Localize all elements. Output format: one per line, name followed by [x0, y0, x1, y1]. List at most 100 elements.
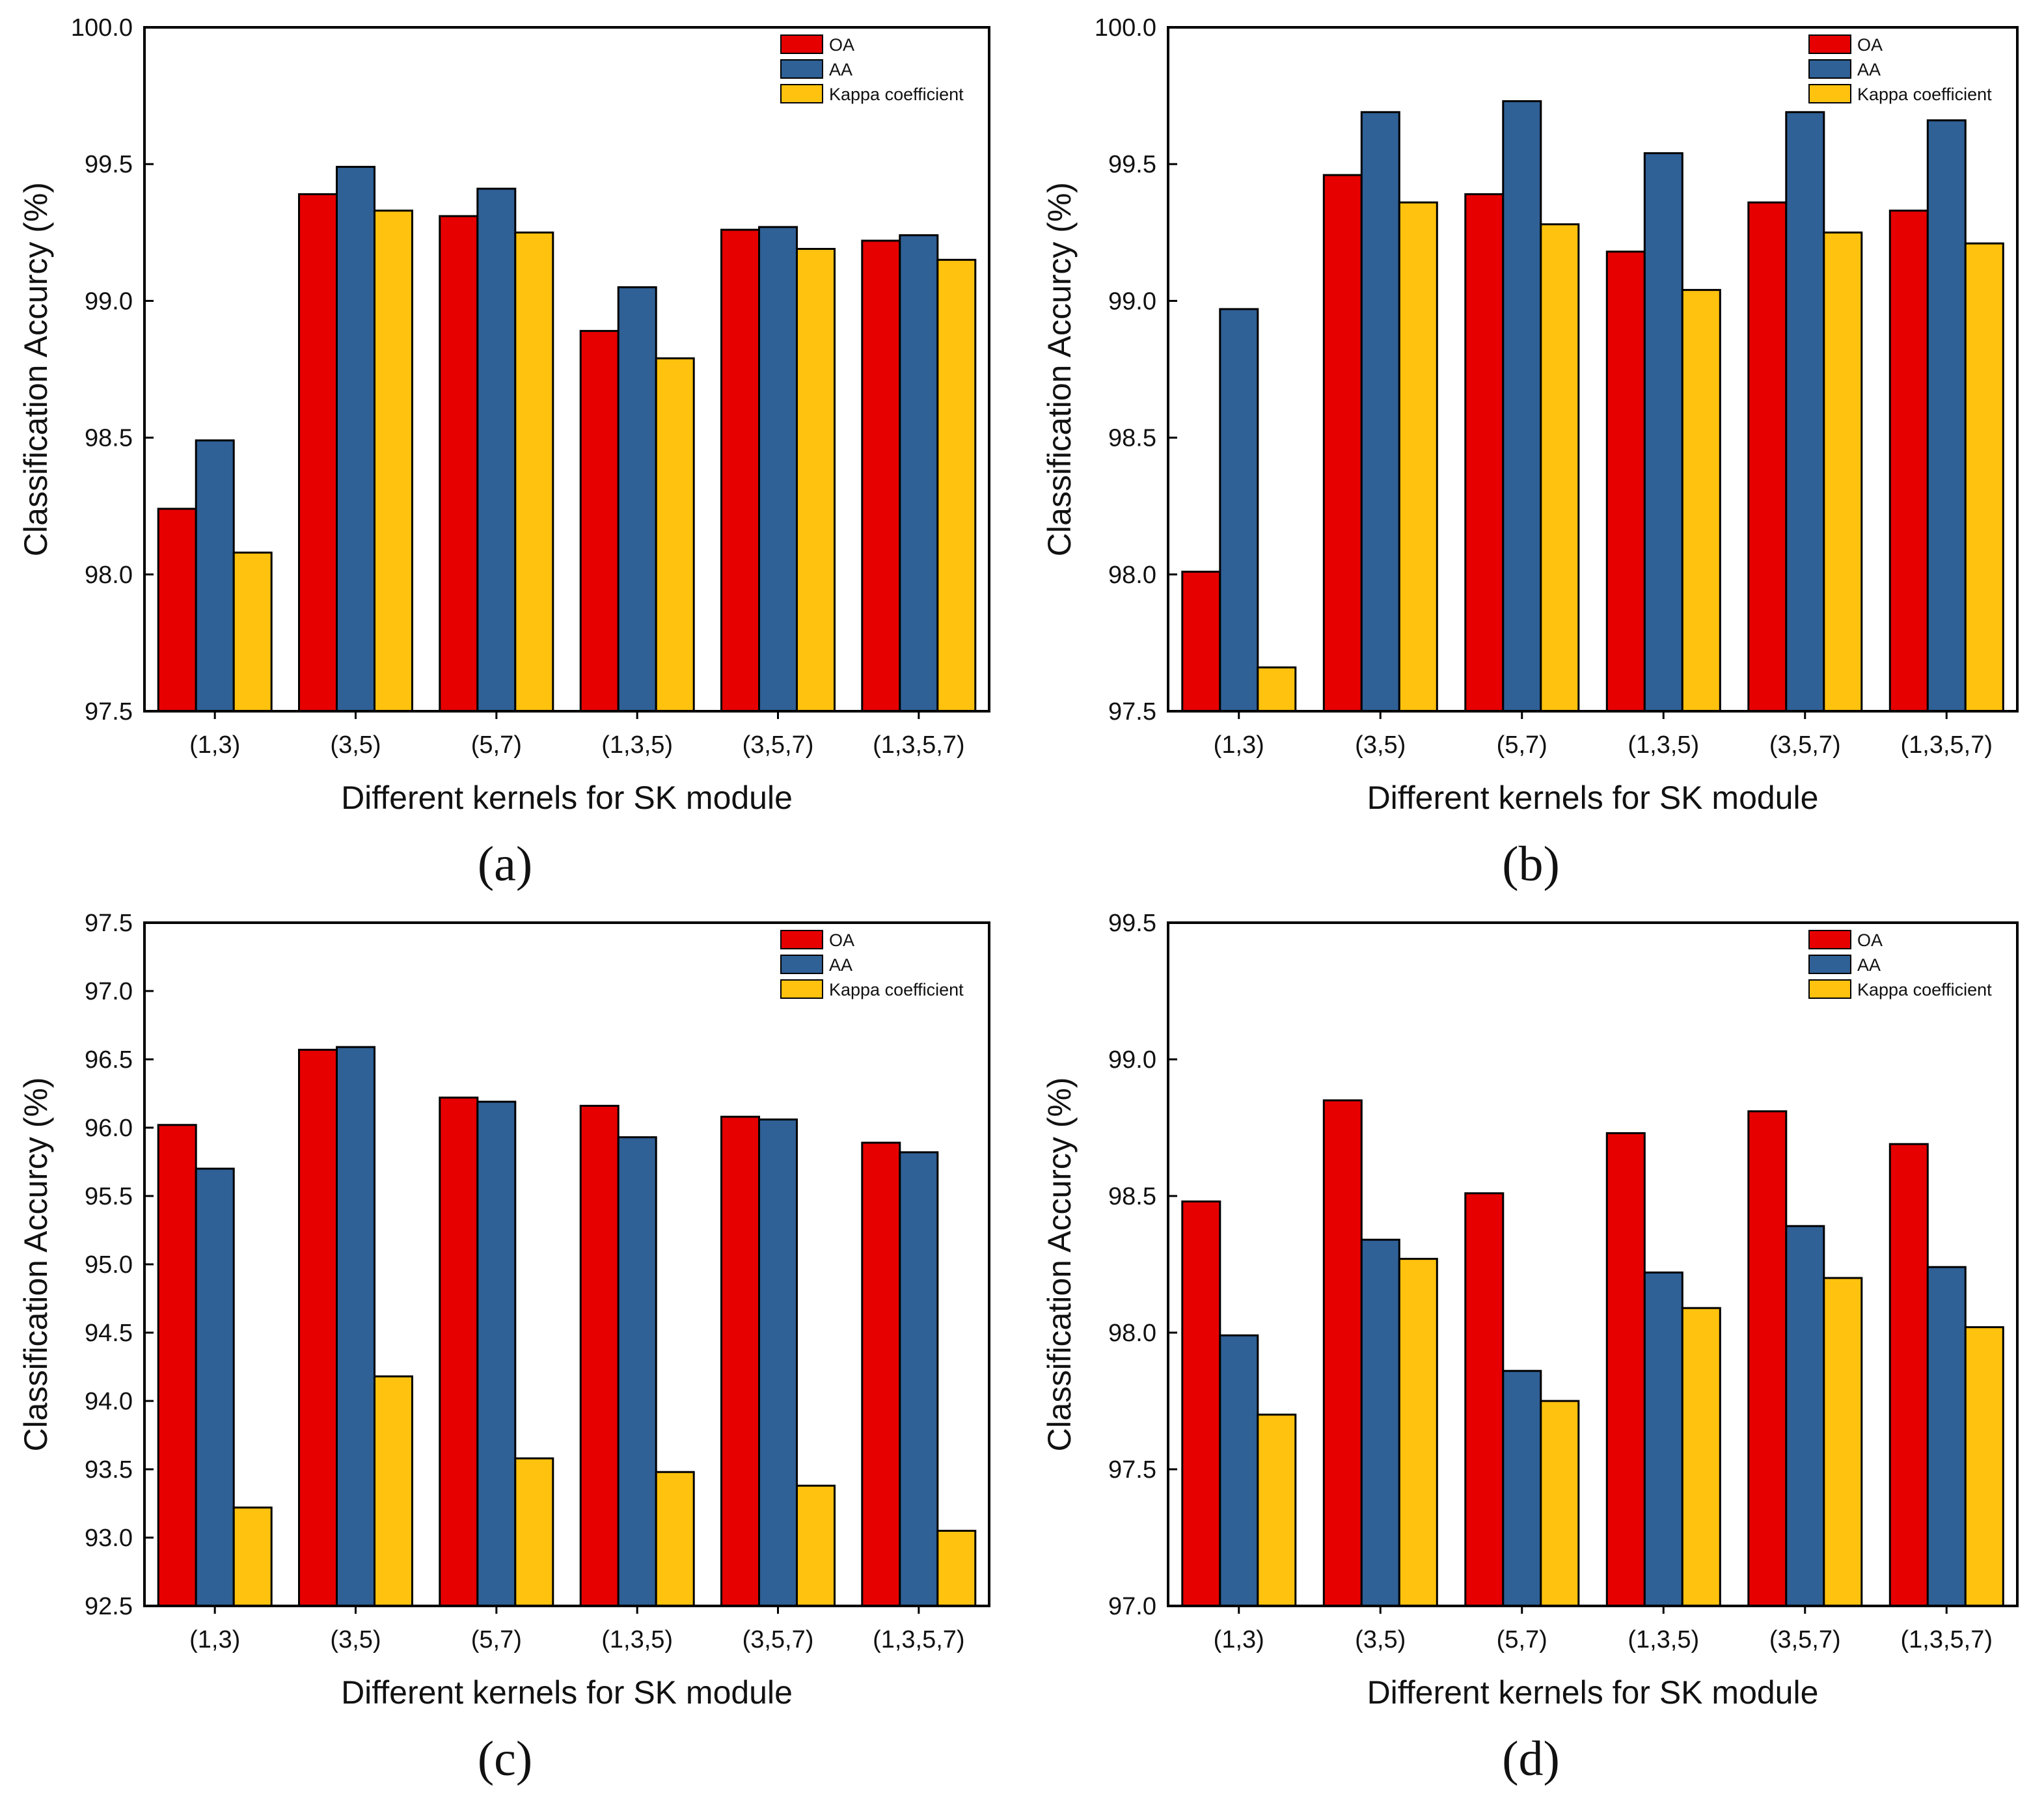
x-tick-label: (3,5,7): [1769, 731, 1841, 759]
bar-oa-1: [298, 193, 338, 713]
y-tick-label: 99.0: [1108, 288, 1156, 315]
y-tick-label: 100.0: [71, 14, 133, 42]
legend-swatch-oa: [1808, 930, 1851, 949]
legend-swatch-kappa-coefficient: [780, 84, 823, 103]
bar-oa-2: [439, 1096, 479, 1607]
y-tick-label: 92.5: [85, 1593, 133, 1620]
bar-oa-5: [861, 239, 901, 713]
x-tick-label: (3,5,7): [1769, 1626, 1841, 1653]
bar-aa-4: [1785, 111, 1825, 713]
bar-aa-5: [899, 234, 939, 713]
bar-kappa-coefficient-0: [232, 1506, 273, 1607]
panel-caption: (d): [1502, 1732, 1560, 1786]
bar-kappa-coefficient-2: [1540, 1400, 1580, 1607]
y-tick-label: 97.0: [1108, 1593, 1156, 1620]
x-tick-label: (5,7): [471, 1626, 522, 1653]
panel-caption: (b): [1502, 837, 1560, 891]
x-tick-label: (1,3,5): [601, 731, 673, 759]
x-tick-label: (5,7): [471, 731, 522, 759]
x-tick-label: (1,3,5,7): [873, 731, 965, 759]
y-tick-label: 93.5: [85, 1456, 133, 1484]
bar-kappa-coefficient-1: [1398, 201, 1438, 713]
bar-oa-5: [1888, 1143, 1929, 1607]
bar-oa-5: [1888, 210, 1929, 713]
y-tick-label: 99.5: [1108, 910, 1156, 937]
legend-swatch-kappa-coefficient: [1808, 979, 1851, 999]
panel-caption: (c): [478, 1732, 532, 1786]
chart-panel-0: (1,3) (3,5) (5,7) (1,3,5) (3,5,7) (1,3,5,7) 97…: [18, 14, 990, 891]
bar-kappa-coefficient-4: [796, 248, 836, 713]
legend-label-oa: OA: [829, 931, 854, 950]
bar-kappa-coefficient-5: [936, 258, 977, 713]
bar-aa-3: [1643, 152, 1683, 713]
bar-kappa-coefficient-0: [1257, 1413, 1297, 1607]
chart-panel-2: (1,3) (3,5) (5,7) (1,3,5) (3,5,7) (1,3,5,7) 92…: [18, 910, 990, 1786]
y-tick-label: 96.0: [85, 1115, 133, 1142]
x-tick-label: (1,3): [189, 1626, 240, 1653]
x-tick-label: (1,3,5): [1628, 731, 1699, 759]
legend-swatch-aa: [1808, 59, 1851, 79]
legend-label-aa: AA: [829, 60, 852, 79]
legend-swatch-aa: [780, 59, 823, 79]
x-tick-label: (1,3): [1214, 1626, 1264, 1653]
chart-panel-3: (1,3) (3,5) (5,7) (1,3,5) (3,5,7) (1,3,5,7) 97…: [1041, 910, 2019, 1786]
bar-aa-5: [1926, 119, 1967, 713]
x-tick-label: (1,3,5,7): [873, 1626, 965, 1653]
y-tick-label: 98.5: [1108, 1183, 1156, 1210]
bar-oa-3: [1605, 1132, 1646, 1607]
bar-kappa-coefficient-5: [1964, 1326, 2004, 1607]
y-tick-label: 98.5: [1108, 425, 1156, 452]
plot-frame: [143, 26, 990, 713]
y-tick-label: 93.0: [85, 1525, 133, 1552]
legend-label-aa: AA: [1857, 60, 1881, 79]
bar-oa-3: [579, 330, 620, 713]
bar-oa-4: [1747, 201, 1788, 713]
y-tick-label: 98.0: [85, 562, 133, 589]
plot-frame: [1167, 26, 2019, 713]
legend-label-oa: OA: [829, 35, 854, 55]
bar-aa-2: [476, 1100, 517, 1607]
y-tick-label: 98.0: [1108, 1320, 1156, 1347]
x-tick-label: (1,3,5): [1628, 1626, 1699, 1653]
legend-label-aa: AA: [829, 955, 852, 975]
x-tick-label: (1,3,5,7): [1900, 1626, 1993, 1653]
y-axis-label: Classification Accurcy (%): [18, 1077, 54, 1451]
bar-oa-3: [579, 1104, 620, 1607]
chart-panel-1: (1,3) (3,5) (5,7) (1,3,5) (3,5,7) (1,3,5,7) 97…: [1041, 14, 2019, 891]
legend-swatch-oa: [780, 930, 823, 949]
bar-oa-4: [1747, 1110, 1788, 1607]
bar-kappa-coefficient-2: [1540, 223, 1580, 713]
legend-label-oa: OA: [1857, 35, 1883, 55]
x-axis-label: Different kernels for SK module: [1367, 1674, 1819, 1711]
bar-kappa-coefficient-4: [1823, 1277, 1863, 1607]
y-axis-label: Classification Accurcy (%): [1041, 182, 1078, 556]
legend-swatch-oa: [780, 34, 823, 54]
x-axis-label: Different kernels for SK module: [341, 1674, 793, 1711]
x-tick-label: (3,5,7): [743, 1626, 814, 1653]
y-tick-label: 97.5: [1108, 698, 1156, 726]
bar-aa-3: [617, 1136, 657, 1607]
bar-oa-0: [157, 508, 197, 713]
y-tick-label: 97.0: [85, 978, 133, 1005]
bar-aa-0: [195, 439, 235, 713]
x-tick-label: (1,3,5): [601, 1626, 673, 1653]
bar-kappa-coefficient-4: [1823, 231, 1863, 713]
y-tick-label: 99.5: [85, 151, 133, 178]
y-tick-label: 99.5: [1108, 151, 1156, 178]
bar-aa-4: [758, 226, 798, 713]
bar-aa-0: [1219, 308, 1259, 713]
bar-kappa-coefficient-0: [1257, 666, 1297, 713]
plot-frame: [1167, 921, 2019, 1607]
bar-oa-2: [439, 215, 479, 713]
y-tick-label: 96.5: [85, 1046, 133, 1074]
y-tick-label: 99.0: [1108, 1046, 1156, 1074]
bar-oa-0: [157, 1124, 197, 1607]
x-tick-label: (5,7): [1497, 731, 1547, 759]
bar-aa-5: [1926, 1266, 1967, 1607]
bar-oa-5: [861, 1141, 901, 1607]
x-tick-label: (3,5): [1355, 1626, 1406, 1653]
legend-swatch-kappa-coefficient: [1808, 84, 1851, 103]
bar-oa-4: [720, 1115, 760, 1607]
y-tick-label: 100.0: [1095, 14, 1156, 42]
bar-oa-2: [1464, 193, 1505, 713]
